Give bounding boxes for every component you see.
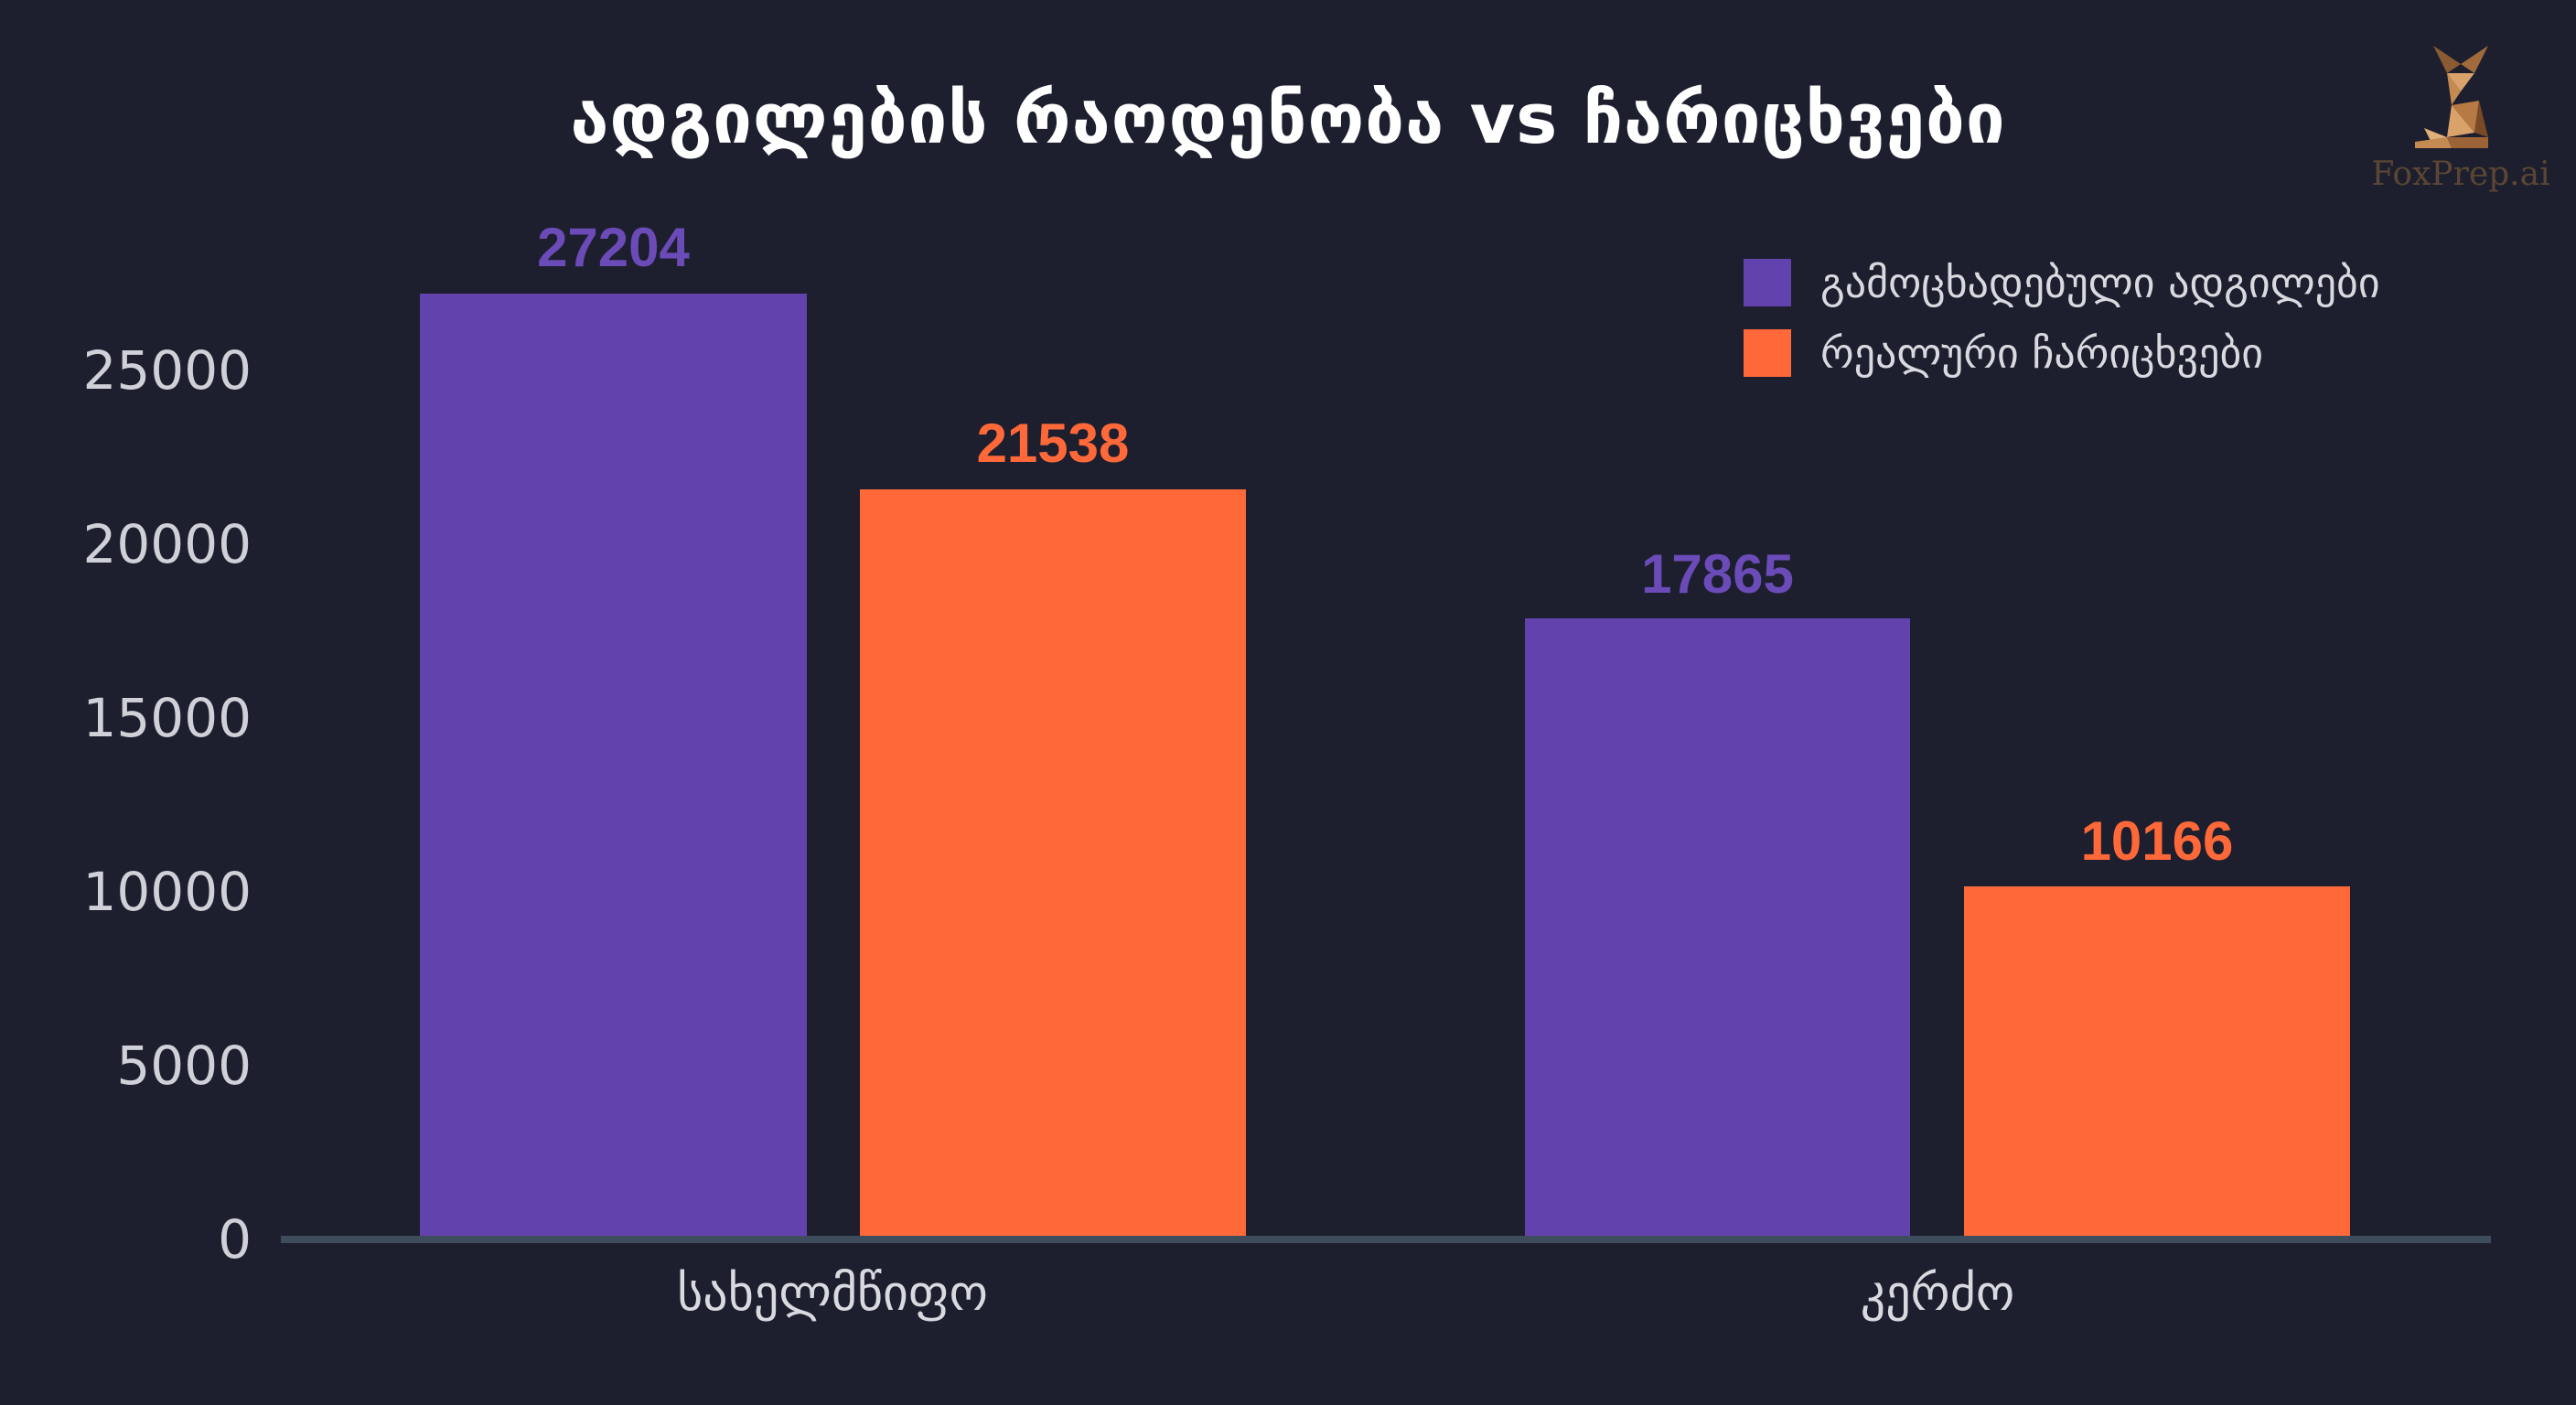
- legend-label: რეალური ჩარიცხვები: [1820, 328, 2264, 378]
- bar-private-actual: [1964, 886, 2350, 1236]
- legend-label: გამოცხადებული ადგილები: [1820, 258, 2380, 307]
- x-category-label-private: კერძო: [1860, 1264, 2015, 1322]
- y-tick-label: 10000: [82, 861, 252, 923]
- bar-value-label: 10166: [2080, 810, 2234, 872]
- x-axis-line: [281, 1236, 2491, 1243]
- bar-state-actual: [860, 489, 1246, 1236]
- bar-value-label: 27204: [537, 217, 690, 278]
- y-tick-label: 15000: [82, 687, 252, 749]
- bar-private-announced: [1525, 618, 1910, 1236]
- x-category-label-state: სახელმწიფო: [677, 1264, 988, 1322]
- foxprep-logo: FoxPrep.ai: [2360, 37, 2561, 210]
- y-tick-label: 25000: [82, 339, 252, 402]
- legend-swatch-orange: [1744, 329, 1791, 377]
- bar-value-label: 21538: [976, 413, 1130, 474]
- y-tick-label: 0: [218, 1208, 252, 1271]
- chart-title: ადგილების რაოდენობა vs ჩარიცხვები: [570, 78, 2006, 159]
- bar-value-label: 17865: [1641, 543, 1794, 605]
- fox-icon: [2415, 46, 2488, 148]
- y-tick-label: 5000: [116, 1035, 252, 1097]
- y-tick-label: 20000: [82, 513, 252, 575]
- logo-text: FoxPrep.ai: [2371, 156, 2550, 193]
- legend-swatch-purple: [1744, 259, 1791, 306]
- bar-state-announced: [420, 294, 807, 1236]
